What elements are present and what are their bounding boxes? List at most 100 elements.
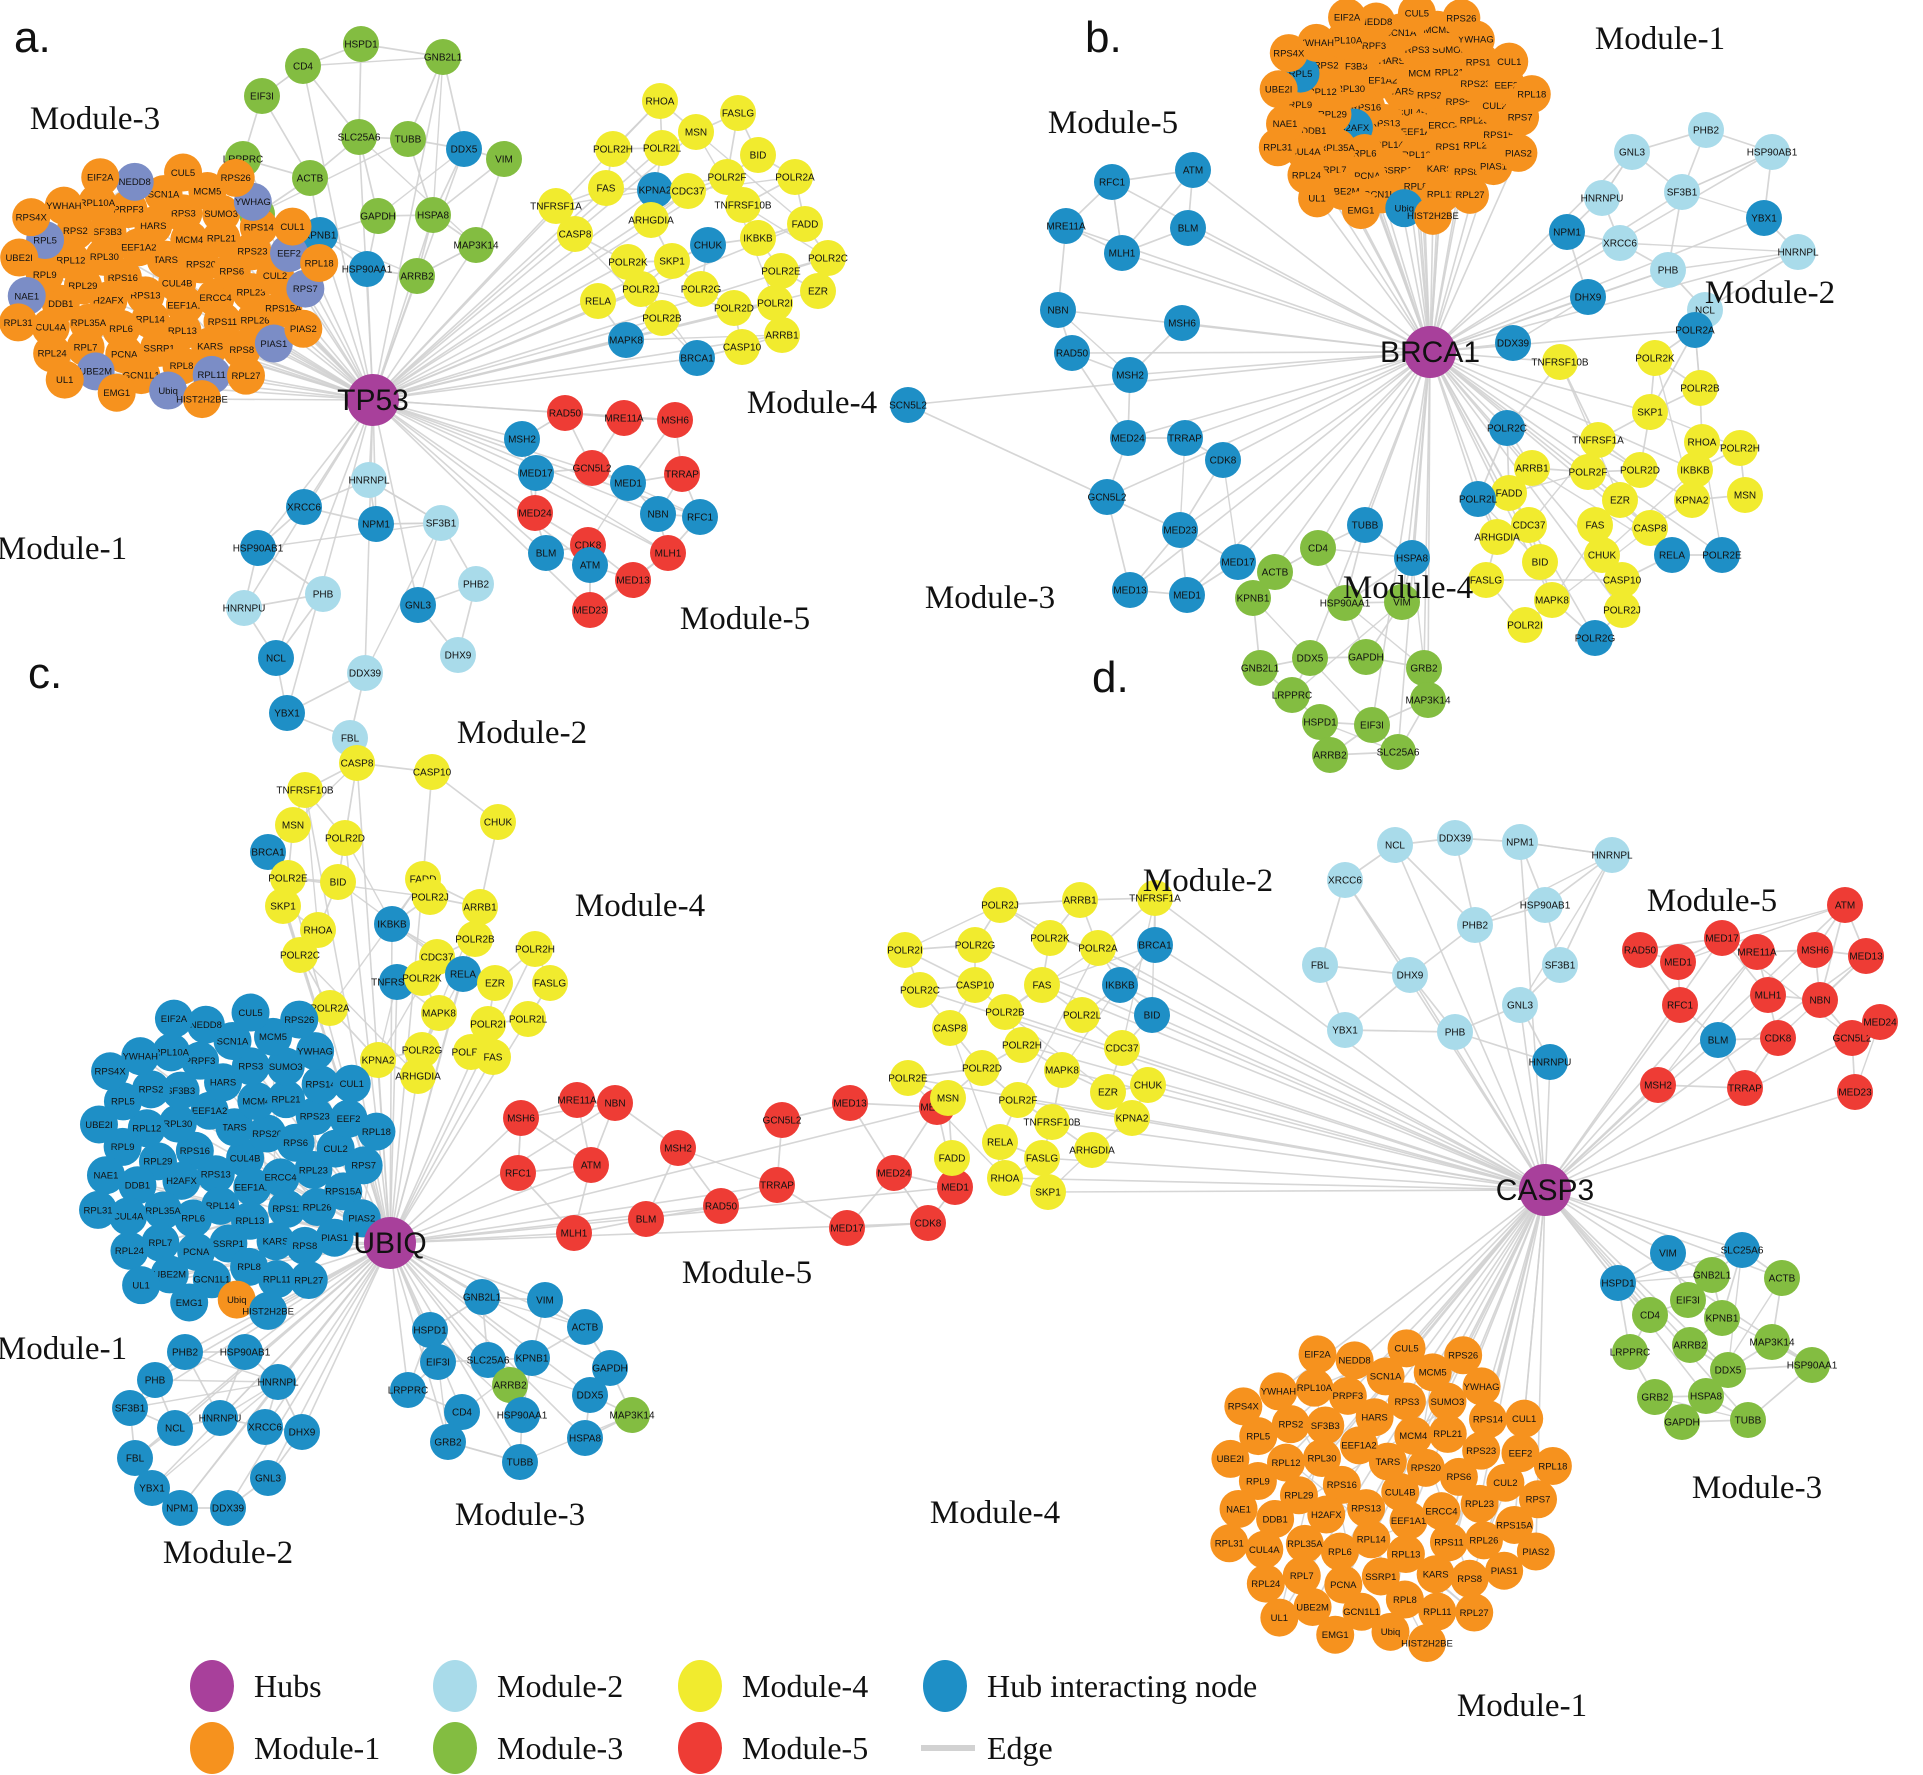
node-circle-RFC1[interactable] xyxy=(1662,987,1698,1023)
node-RELA[interactable]: RELA xyxy=(982,1124,1018,1160)
node-circle-KPNB1[interactable] xyxy=(514,1340,550,1376)
node-IKBKB[interactable]: IKBKB xyxy=(1102,967,1138,1003)
node-circle-MLH1[interactable] xyxy=(1750,977,1786,1013)
node-circle-YWHAG[interactable] xyxy=(1462,1367,1501,1406)
node-NEDD8[interactable]: NEDD8 xyxy=(115,162,154,201)
node-EZR[interactable]: EZR xyxy=(1602,482,1638,518)
node-circle-TNFRSF10B[interactable] xyxy=(1542,344,1578,380)
node-HIST2H2BE[interactable]: HIST2H2BE xyxy=(1401,1624,1453,1663)
node-circle-CUL5[interactable] xyxy=(231,993,270,1032)
node-UBE2I[interactable]: UBE2I xyxy=(0,238,39,277)
node-circle-MAP3K14[interactable] xyxy=(614,1397,650,1433)
node-circle-CUL4A[interactable] xyxy=(1245,1530,1284,1569)
node-POLR2D[interactable]: POLR2D xyxy=(714,290,754,326)
node-CASP8[interactable]: CASP8 xyxy=(557,216,593,252)
node-circle-RPL9[interactable] xyxy=(103,1127,142,1166)
node-MED13[interactable]: MED13 xyxy=(1112,572,1148,608)
node-circle-POLR2I[interactable] xyxy=(1507,607,1543,643)
node-FAS[interactable]: FAS xyxy=(475,1039,511,1075)
node-circle-GRB2[interactable] xyxy=(1406,650,1442,686)
node-POLR2L[interactable]: POLR2L xyxy=(1063,997,1102,1033)
node-circle-NPM1[interactable] xyxy=(1549,214,1585,250)
node-circle-RHOA[interactable] xyxy=(300,912,336,948)
node-circle-HSP90AB1[interactable] xyxy=(240,530,276,566)
node-circle-HSP90AB1[interactable] xyxy=(227,1334,263,1370)
node-BID[interactable]: BID xyxy=(1134,997,1170,1033)
node-POLR2H[interactable]: POLR2H xyxy=(515,931,555,967)
node-RPL6[interactable]: RPL6 xyxy=(1320,1532,1359,1571)
node-ARRB2[interactable]: ARRB2 xyxy=(492,1367,528,1403)
node-circle-POLR2D[interactable] xyxy=(327,820,363,856)
node-Ubiq[interactable]: Ubiq xyxy=(1385,189,1424,228)
node-circle-RFC1[interactable] xyxy=(682,499,718,535)
node-circle-DHX9[interactable] xyxy=(284,1414,320,1450)
node-circle-RPL18[interactable] xyxy=(1512,75,1551,114)
node-circle-NBN[interactable] xyxy=(640,496,676,532)
node-VIM[interactable]: VIM xyxy=(527,1282,563,1318)
node-FAS[interactable]: FAS xyxy=(1577,507,1613,543)
node-circle-MED13[interactable] xyxy=(1112,572,1148,608)
node-RHOA[interactable]: RHOA xyxy=(642,83,678,119)
node-circle-POLR2K[interactable] xyxy=(1032,920,1068,956)
node-YWHAG[interactable]: YWHAG xyxy=(1462,1367,1501,1406)
node-CUL5[interactable]: CUL5 xyxy=(1397,0,1436,33)
node-RPL27[interactable]: RPL27 xyxy=(226,356,265,395)
node-CUL5[interactable]: CUL5 xyxy=(164,153,203,192)
node-HSP90AA1[interactable]: HSP90AA1 xyxy=(497,1397,548,1433)
node-MAP3K14[interactable]: MAP3K14 xyxy=(1405,682,1451,718)
node-circle-SF3B1[interactable] xyxy=(1664,174,1700,210)
node-circle-MAP3K14[interactable] xyxy=(1410,682,1446,718)
node-POLR2E[interactable]: POLR2E xyxy=(888,1060,928,1096)
node-PCNA[interactable]: PCNA xyxy=(1324,1565,1363,1604)
node-circle-GRB2[interactable] xyxy=(430,1424,466,1460)
node-circle-EMG1[interactable] xyxy=(97,373,136,412)
node-circle-CUL1[interactable] xyxy=(1505,1399,1544,1438)
node-circle-RPL13[interactable] xyxy=(1386,1535,1425,1574)
node-RPL31[interactable]: RPL31 xyxy=(1258,128,1297,167)
node-MAPK8[interactable]: MAPK8 xyxy=(1044,1052,1080,1088)
node-circle-RPS13[interactable] xyxy=(1347,1489,1386,1528)
node-circle-MED24[interactable] xyxy=(1110,420,1146,456)
node-circle-HNRNPL[interactable] xyxy=(1594,837,1630,873)
node-POLR2C[interactable]: POLR2C xyxy=(1487,410,1527,446)
node-circle-EEF2[interactable] xyxy=(1501,1434,1540,1473)
node-BLM[interactable]: BLM xyxy=(1700,1022,1736,1058)
node-FASLG[interactable]: FASLG xyxy=(720,95,756,131)
node-circle-MAPK8[interactable] xyxy=(608,322,644,358)
node-MED13[interactable]: MED13 xyxy=(1848,938,1884,974)
node-GNB2L1[interactable]: GNB2L1 xyxy=(1241,650,1280,686)
node-circle-HSP90AA1[interactable] xyxy=(349,251,385,287)
node-RPL9[interactable]: RPL9 xyxy=(1238,1462,1277,1501)
node-RPL18[interactable]: RPL18 xyxy=(1512,75,1551,114)
node-circle-POLR2K[interactable] xyxy=(1637,340,1673,376)
node-DHX9[interactable]: DHX9 xyxy=(1570,279,1606,315)
node-circle-RPL27[interactable] xyxy=(289,1261,328,1300)
node-TRRAP[interactable]: TRRAP xyxy=(1727,1070,1763,1106)
node-ACTB[interactable]: ACTB xyxy=(567,1309,603,1345)
node-circle-CASP10[interactable] xyxy=(957,967,993,1003)
node-RPL27[interactable]: RPL27 xyxy=(1455,1593,1494,1632)
node-RPL7[interactable]: RPL7 xyxy=(1282,1556,1321,1595)
node-FASLG[interactable]: FASLG xyxy=(532,965,568,1001)
node-circle-SF3B3[interactable] xyxy=(161,1071,200,1110)
node-HSPA8[interactable]: HSPA8 xyxy=(567,1420,603,1456)
node-VIM[interactable]: VIM xyxy=(1384,584,1420,620)
node-PRPF3[interactable]: PRPF3 xyxy=(181,1041,220,1080)
node-SKP1[interactable]: SKP1 xyxy=(265,888,301,924)
node-circle-POLR2B[interactable] xyxy=(457,921,493,957)
node-circle-UL1[interactable] xyxy=(1260,1598,1299,1637)
node-circle-HNRNPL[interactable] xyxy=(1780,234,1816,270)
node-circle-EIF2A[interactable] xyxy=(154,999,193,1038)
node-circle-TNFRSF10B[interactable] xyxy=(725,187,761,223)
node-circle-GAPDH[interactable] xyxy=(1664,1404,1700,1440)
node-circle-POLR2E[interactable] xyxy=(763,253,799,289)
node-MAPK8[interactable]: MAPK8 xyxy=(608,322,644,358)
node-EZR[interactable]: EZR xyxy=(477,965,513,1001)
node-circle-RPS11[interactable] xyxy=(1429,1523,1468,1562)
node-circle-MSH6[interactable] xyxy=(503,1100,539,1136)
node-circle-POLR2E[interactable] xyxy=(270,860,306,896)
node-IKBKB[interactable]: IKBKB xyxy=(1677,452,1713,488)
node-circle-NBN[interactable] xyxy=(597,1085,633,1121)
node-circle-ATM[interactable] xyxy=(573,1147,609,1183)
node-RFC1[interactable]: RFC1 xyxy=(1662,987,1698,1023)
